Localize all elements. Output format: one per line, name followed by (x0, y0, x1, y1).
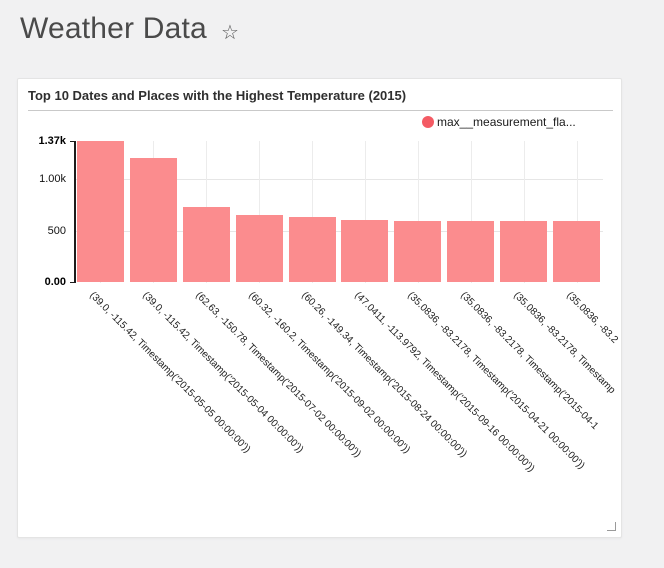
bar[interactable] (76, 141, 124, 282)
chart-title: Top 10 Dates and Places with the Highest… (28, 88, 407, 103)
legend-label: max__measurement_fla... (437, 115, 576, 129)
x-tick-label: (35.0836, -83.2 (563, 290, 620, 346)
x-tick-label: (47.0411, -113.9792, Timestamp('2015-09-… (352, 290, 537, 475)
y-gridline (74, 230, 603, 232)
y-tick-label: 1.37k (38, 135, 66, 147)
x-tick-label: (35.0836, -83.2178, Timestamp('2015-04-2… (405, 290, 587, 472)
chart-card: Top 10 Dates and Places with the Highest… (17, 78, 622, 538)
x-gridline (470, 141, 472, 283)
y-tick-label: 500 (47, 224, 66, 237)
bar[interactable] (394, 221, 442, 282)
page-header: Weather Data ☆ (20, 12, 239, 46)
y-tick-label: 1.00k (39, 173, 66, 186)
star-icon[interactable]: ☆ (220, 21, 239, 44)
y-tick-label: 0.00 (44, 276, 66, 288)
bar[interactable] (500, 221, 548, 282)
y-gridline (74, 179, 603, 181)
legend-item[interactable]: max__measurement_fla... (422, 115, 576, 129)
x-tick-label: (35.0836, -83.2178, Timestamp (510, 290, 617, 397)
bar[interactable] (129, 158, 177, 282)
bar[interactable] (288, 216, 336, 282)
bar[interactable] (235, 215, 283, 282)
legend-dot-icon (422, 116, 434, 128)
y-axis-tick (70, 141, 74, 142)
bar[interactable] (182, 206, 230, 282)
title-divider (28, 110, 613, 111)
y-axis-line (74, 141, 76, 283)
x-gridline (417, 141, 419, 283)
y-axis-tick (70, 282, 74, 283)
page-title: Weather Data (20, 12, 207, 45)
x-gridline (259, 141, 261, 283)
x-gridline (364, 141, 366, 283)
bar[interactable] (553, 221, 601, 282)
bar-chart-plot: 0.00 500 1.00k 1.37k (39.0, -115.42, Timesta… (18, 79, 621, 537)
bar[interactable] (341, 220, 389, 282)
x-gridline (312, 141, 314, 283)
x-gridline (576, 141, 578, 283)
bar[interactable] (447, 221, 495, 282)
x-gridline (523, 141, 525, 283)
resize-handle-icon[interactable] (607, 522, 616, 531)
